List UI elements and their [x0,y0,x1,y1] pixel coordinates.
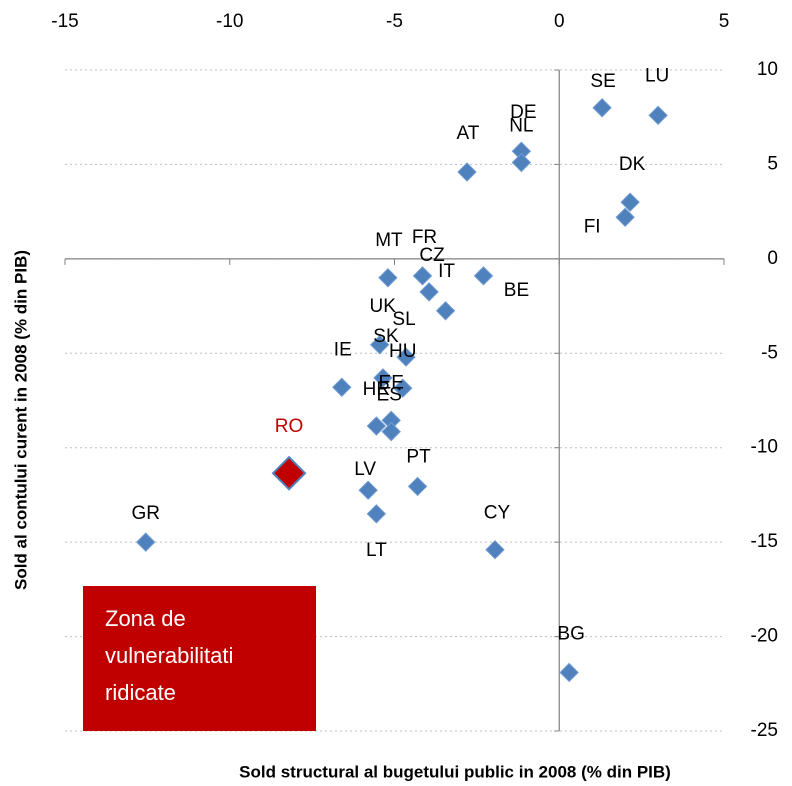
point-label: NL [509,116,533,137]
data-point [366,416,387,436]
point-label: LV [354,459,376,480]
data-point [407,476,428,497]
y-axis-title: Sold al contului curent in 2008 (% din P… [11,250,30,590]
x-tick-label: -15 [51,11,78,32]
point-label: MT [375,230,403,251]
y-tick-label: -20 [751,626,778,647]
data-point [511,152,532,173]
data-point [592,98,612,118]
data-point [271,455,307,491]
point-label: HU [389,341,416,362]
data-point [615,207,635,228]
point-label: SE [590,71,615,92]
point-label: IT [438,261,455,282]
data-point [369,335,390,355]
data-point [358,480,378,500]
y-tick-label: 0 [767,248,778,269]
point-label: EE [379,372,404,393]
y-tick-label: -25 [751,720,778,741]
y-tick-label: -10 [751,437,778,458]
annotation-text: Zona de [105,606,186,631]
data-point [378,268,398,288]
y-tick-label: 10 [757,59,778,80]
annotation-text: ridicate [105,680,176,705]
data-point [393,378,413,398]
point-label: DK [619,154,646,175]
data-point [485,539,505,560]
data-point [435,301,456,321]
annotation-text: vulnerabilitati [105,643,233,668]
y-tick-label: 5 [767,153,778,174]
point-label: HR [363,379,390,400]
x-axis-title: Sold structural al bugetului public in 2… [239,762,671,781]
data-point [412,266,433,286]
x-tick-label: -5 [386,11,403,32]
point-label: BE [504,280,529,301]
x-tick-label: 0 [554,11,565,32]
point-label: IE [334,339,352,360]
point-label: DE [510,102,536,123]
point-label: AT [457,123,480,144]
data-point [620,192,640,212]
data-point [559,662,579,683]
point-label: RO [275,416,304,437]
y-tick-label: -15 [751,531,778,552]
point-label: UK [369,296,396,317]
x-tick-label: 5 [719,11,730,32]
point-label: SL [392,309,415,330]
x-tick-label: -10 [216,11,243,32]
data-point [136,532,156,552]
point-label: CZ [419,245,445,266]
point-label: FR [412,227,437,248]
point-label: PT [406,446,431,467]
point-label: ES [377,385,402,406]
annotation-box [83,586,316,731]
data-point [396,347,416,367]
point-label: CY [484,503,511,524]
data-point [419,282,439,302]
point-label: GR [131,503,160,524]
point-label: FI [584,216,601,237]
data-point [381,421,401,442]
point-label: LU [645,65,669,86]
point-label: LT [366,540,387,561]
data-point [648,105,668,126]
data-point [373,368,393,388]
point-label: BG [557,623,584,644]
data-point [457,162,477,182]
data-point [332,377,352,397]
data-point [473,266,494,286]
point-label: SK [373,326,399,347]
data-point [366,504,387,524]
y-tick-label: -5 [761,342,778,363]
